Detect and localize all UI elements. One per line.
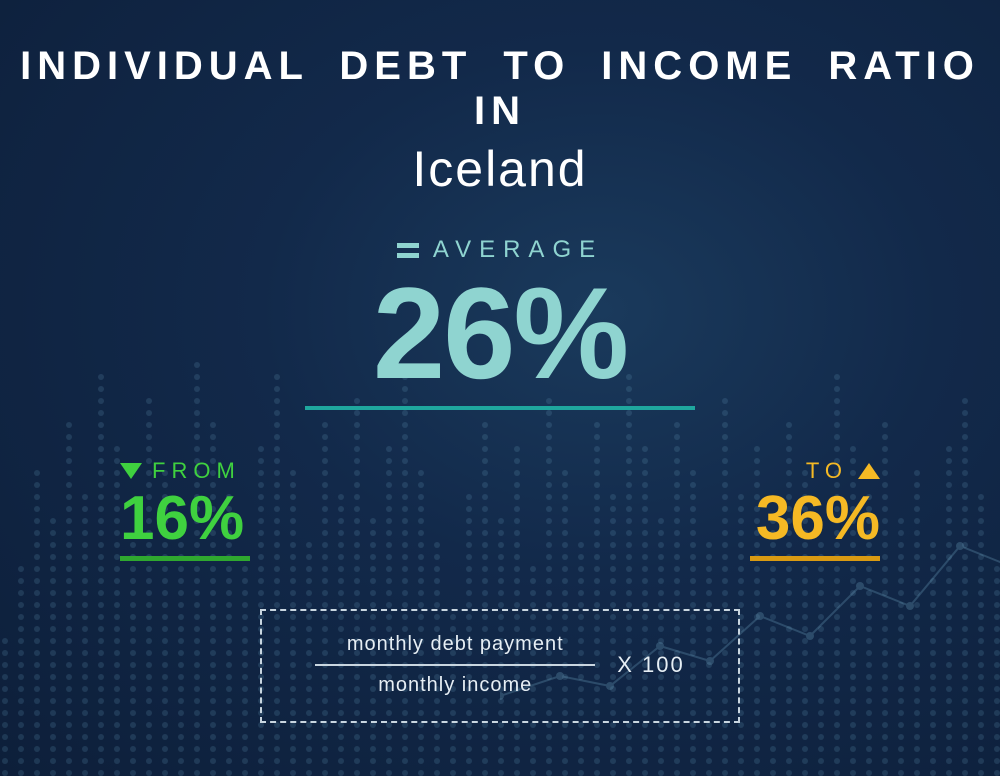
formula-multiplier: X 100 bbox=[617, 652, 685, 678]
formula-box: monthly debt payment monthly income X 10… bbox=[260, 609, 740, 723]
range-from-block: FROM 16% bbox=[120, 458, 250, 561]
range-to-label-row: TO bbox=[750, 458, 880, 484]
infographic-content: INDIVIDUAL DEBT TO INCOME RATIO IN Icela… bbox=[0, 0, 1000, 776]
formula-divider bbox=[315, 664, 595, 666]
formula-denominator: monthly income bbox=[378, 670, 532, 701]
range-to-label: TO bbox=[806, 458, 848, 484]
arrow-up-icon bbox=[858, 463, 880, 479]
range-from-underline bbox=[120, 556, 250, 561]
range-from-label-row: FROM bbox=[120, 458, 250, 484]
average-underline bbox=[305, 406, 695, 410]
formula-numerator: monthly debt payment bbox=[347, 629, 564, 660]
title-line-1: INDIVIDUAL DEBT TO INCOME RATIO IN bbox=[0, 44, 1000, 134]
formula-fraction: monthly debt payment monthly income bbox=[315, 629, 595, 701]
range-to-block: TO 36% bbox=[750, 458, 880, 561]
title-line-2: Iceland bbox=[0, 140, 1000, 198]
range-to-underline bbox=[750, 556, 880, 561]
equals-icon bbox=[397, 243, 419, 258]
arrow-down-icon bbox=[120, 463, 142, 479]
average-block: AVERAGE 26% bbox=[305, 236, 695, 410]
average-value: 26% bbox=[305, 268, 695, 398]
range-from-label: FROM bbox=[152, 458, 241, 484]
range-to-value: 36% bbox=[750, 488, 880, 550]
range-row: FROM 16% TO 36% bbox=[120, 458, 880, 561]
range-from-value: 16% bbox=[120, 488, 250, 550]
